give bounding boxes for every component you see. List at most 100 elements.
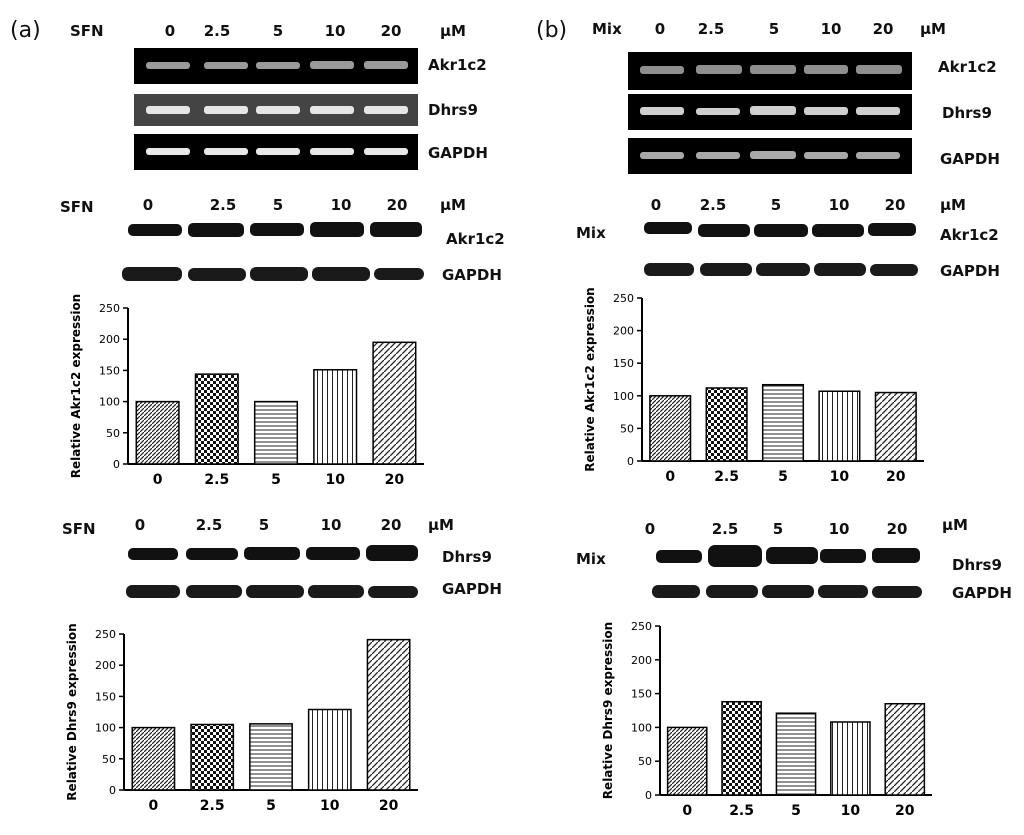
panel-b-letter: (b) [536, 18, 568, 43]
y-tick-label: 200 [99, 333, 120, 346]
gene-label-gapdh: GAPDH [442, 580, 502, 598]
y-tick-label: 50 [106, 427, 120, 440]
x-tick-label: 0 [149, 798, 159, 814]
conc-label: 20 [884, 196, 906, 214]
y-axis-label: Relative Akr1c2 expression [583, 287, 597, 471]
unit-label: μM [920, 20, 946, 38]
conc-label: 2.5 [203, 22, 231, 40]
panel-b-gel-conc-row: 0 2.5 5 10 20 [640, 20, 940, 40]
y-tick-label: 0 [645, 789, 652, 802]
conc-label: 10 [320, 516, 342, 534]
y-tick-label: 100 [613, 390, 634, 403]
y-tick-label: 250 [613, 292, 634, 305]
gene-label-gapdh: GAPDH [940, 262, 1000, 280]
bar [313, 369, 358, 465]
x-tick-label: 10 [320, 798, 340, 814]
gene-label-gapdh: GAPDH [940, 150, 1000, 168]
x-tick-label: 5 [778, 469, 788, 485]
unit-label: μM [440, 196, 466, 214]
gel-akr1c2-b [628, 52, 912, 90]
conc-label: 20 [872, 20, 894, 38]
panel-a-gel-conc-row: 0 2.5 5 10 20 [140, 22, 430, 42]
conc-label: 0 [650, 196, 662, 214]
y-tick-label: 200 [631, 654, 652, 667]
gene-label-akr1c2: Akr1c2 [428, 56, 487, 74]
conc-label: 2.5 [209, 196, 237, 214]
y-tick-label: 50 [102, 753, 116, 766]
y-axis-label: Relative Dhrs9 expression [65, 623, 79, 800]
bar [194, 373, 239, 465]
y-tick-label: 50 [638, 755, 652, 768]
bar [874, 391, 917, 462]
blot-dhrs9-a [118, 540, 422, 568]
gene-label-akr1c2: Akr1c2 [938, 58, 997, 76]
gene-label-akr1c2: Akr1c2 [446, 230, 505, 248]
bar [135, 400, 180, 465]
gene-label-akr1c2: Akr1c2 [940, 226, 999, 244]
bar [372, 341, 417, 465]
conc-label: 2.5 [195, 516, 223, 534]
conc-label: 5 [770, 196, 782, 214]
panel-b-wb2-conc-row: 0 2.5 5 10 20 [640, 520, 930, 540]
gene-label-gapdh: GAPDH [952, 584, 1012, 602]
x-tick-label: 5 [791, 803, 801, 819]
conc-label: 0 [142, 196, 154, 214]
unit-label: μM [940, 196, 966, 214]
conc-label: 2.5 [699, 196, 727, 214]
conc-label: 10 [828, 520, 850, 538]
panel-b-wb1-conc-row: 0 2.5 5 10 20 [640, 196, 920, 216]
conc-label: 5 [772, 520, 784, 538]
x-tick-label: 10 [325, 472, 345, 488]
x-tick-label: 0 [153, 472, 163, 488]
conc-label: 5 [272, 196, 284, 214]
x-tick-label: 0 [665, 469, 675, 485]
panel-a-wb2-conc-row: 0 2.5 5 10 20 [120, 516, 440, 536]
panel-b-treatment-label: Mix [576, 550, 606, 568]
bar [131, 726, 176, 791]
y-tick-label: 200 [95, 659, 116, 672]
conc-label: 20 [380, 516, 402, 534]
x-tick-label: 2.5 [729, 803, 754, 819]
x-tick-label: 2.5 [204, 472, 229, 488]
gene-label-gapdh: GAPDH [428, 144, 488, 162]
x-tick-label: 20 [385, 472, 405, 488]
panel-a-treatment-label: SFN [60, 198, 94, 216]
y-axis-label: Relative Dhrs9 expression [601, 622, 615, 799]
conc-label: 5 [258, 516, 270, 534]
x-tick-label: 20 [886, 469, 906, 485]
conc-label: 5 [768, 20, 780, 38]
gel-dhrs9-a [134, 94, 418, 126]
blot-gapdh-a1 [112, 258, 428, 288]
y-tick-label: 100 [631, 721, 652, 734]
x-tick-label: 5 [271, 472, 281, 488]
bar [884, 702, 926, 796]
y-tick-label: 150 [95, 690, 116, 703]
bar [721, 700, 762, 796]
conc-label: 0 [134, 516, 146, 534]
bar [307, 708, 352, 791]
conc-label: 20 [380, 22, 402, 40]
panel-b-treatment-label: Mix [592, 20, 622, 38]
x-tick-label: 2.5 [200, 798, 225, 814]
x-tick-label: 20 [379, 798, 399, 814]
gene-label-dhrs9: Dhrs9 [442, 548, 492, 566]
y-tick-label: 250 [99, 302, 120, 315]
y-tick-label: 150 [631, 688, 652, 701]
x-tick-label: 10 [841, 803, 861, 819]
panel-a-treatment-label: SFN [62, 520, 96, 538]
conc-label: 2.5 [697, 20, 725, 38]
conc-label: 5 [272, 22, 284, 40]
blot-gapdh-b1 [636, 256, 926, 284]
y-tick-label: 250 [95, 628, 116, 641]
blot-gapdh-b2 [646, 578, 932, 606]
y-tick-label: 0 [109, 784, 116, 797]
bar [705, 387, 748, 462]
bar [249, 723, 293, 791]
blot-gapdh-a2 [114, 576, 424, 606]
y-tick-label: 250 [631, 620, 652, 633]
y-tick-label: 0 [113, 458, 120, 471]
conc-label: 2.5 [711, 520, 739, 538]
gel-dhrs9-b [628, 94, 912, 130]
